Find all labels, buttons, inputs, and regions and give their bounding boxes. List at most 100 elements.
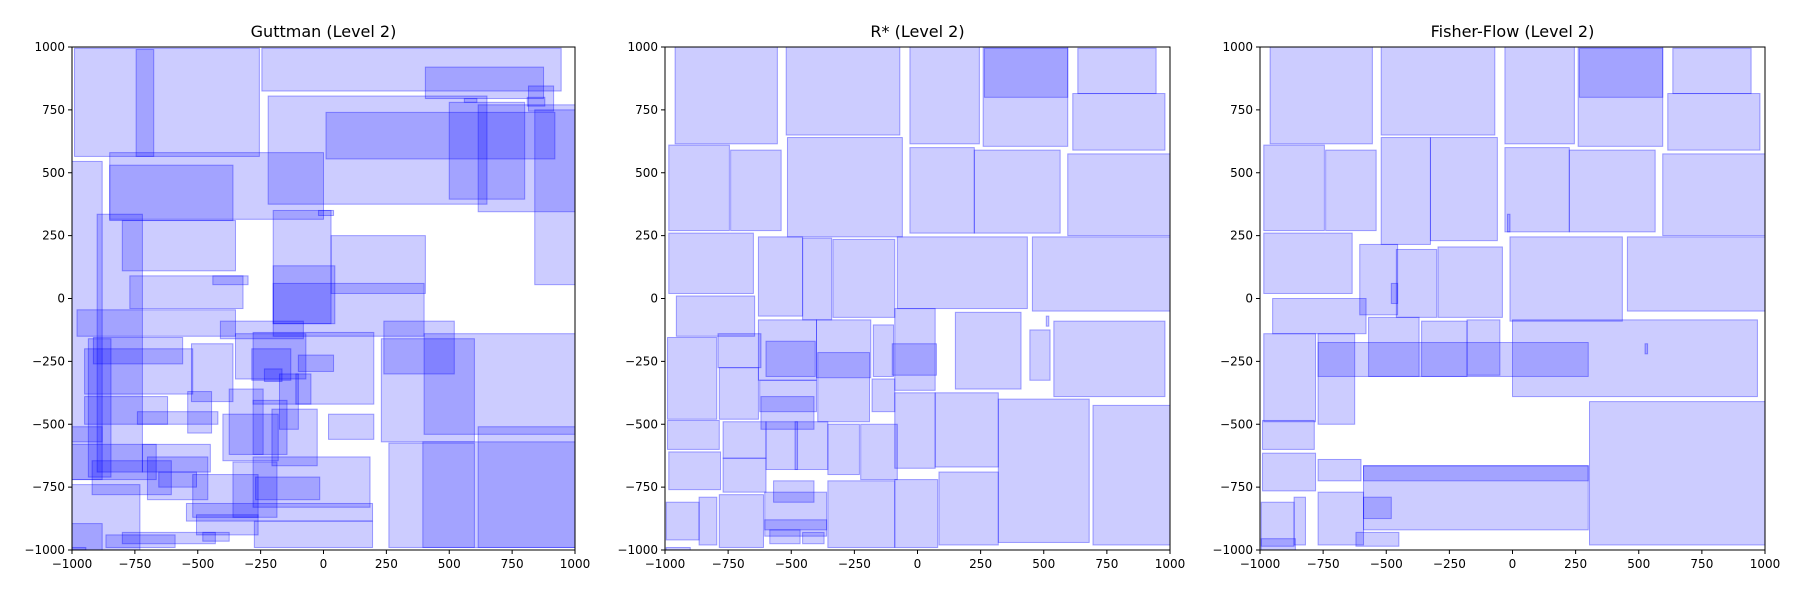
rectangle-mark [827, 480, 896, 548]
rectangle-mark [252, 399, 288, 455]
rectangle-mark [667, 336, 718, 420]
rectangle-mark [1626, 236, 1765, 312]
rectangle-mark [267, 95, 488, 205]
rectangle-mark [1317, 342, 1589, 377]
rectangle-mark [190, 343, 234, 403]
y-tick-label: 750 [1230, 103, 1253, 117]
rectangle-mark [982, 47, 1069, 147]
rectangle-mark [1667, 93, 1761, 151]
rectangle-mark [1390, 282, 1399, 305]
y-tick-label: 0 [650, 292, 658, 306]
rectangle-mark [871, 378, 896, 413]
rectangle-mark [1077, 47, 1157, 95]
rectangle-mark [219, 320, 304, 340]
rectangle-mark [271, 408, 318, 467]
x-tick-label: 500 [438, 557, 461, 571]
rectangle-mark [141, 443, 211, 473]
rectangle-mark [192, 474, 259, 518]
rectangle-mark [827, 423, 860, 476]
rectangle-mark [997, 398, 1090, 543]
rectangle-mark [1506, 213, 1511, 233]
y-tick-label: −250 [1220, 354, 1253, 368]
x-tick-label: 0 [1509, 557, 1517, 571]
rectangle-mark [1260, 538, 1296, 550]
rectangle-mark [764, 519, 828, 537]
rectangle-mark [1293, 496, 1306, 546]
rectangle-mark [1317, 333, 1356, 425]
rectangle-mark [84, 348, 194, 395]
rectangle-mark [1272, 298, 1367, 335]
rectangle-mark [891, 343, 937, 376]
rectangle-mark [1577, 47, 1664, 147]
rectangle-mark [954, 311, 1022, 390]
rectangle-mark [297, 354, 335, 372]
rectangle-mark [802, 531, 825, 545]
rectangle-mark [317, 209, 335, 217]
rectangle-mark [1262, 452, 1317, 492]
rectangle-mark [674, 47, 778, 145]
rectangle-mark [105, 534, 176, 548]
y-tick-label: 0 [1245, 292, 1253, 306]
rectangle-mark [1421, 320, 1468, 377]
rectangle-mark [872, 324, 895, 377]
rectangle-mark [1031, 236, 1170, 312]
rectangle-mark [91, 460, 172, 496]
x-axis-ticks: −1000 −750 −500 −250 0 250 500 750 1000 [645, 550, 1185, 571]
rectangle-mark [1672, 47, 1752, 95]
rectangle-mark [794, 421, 829, 471]
rectangle-mark [785, 47, 901, 136]
rectangle-mark [1363, 465, 1589, 482]
y-tick-label: −250 [625, 354, 658, 368]
rectangle-mark [253, 520, 374, 548]
y-tick-label: 750 [635, 103, 658, 117]
rectangle-mark [195, 514, 259, 536]
rectangle-mark [1359, 243, 1399, 316]
rectangle-mark [255, 476, 321, 501]
rectangle-mark [272, 209, 332, 325]
rectangle-marks [72, 47, 575, 550]
x-tick-label: −750 [1307, 557, 1340, 571]
rectangle-mark [769, 529, 801, 545]
rectangle-mark [129, 275, 244, 310]
y-tick-label: 1000 [627, 40, 658, 54]
rectangle-mark [765, 421, 799, 471]
x-tick-label: −500 [181, 557, 214, 571]
rectangle-mark [121, 531, 216, 545]
x-tick-label: −1000 [645, 557, 686, 571]
rectangle-mark [330, 235, 426, 294]
rectangle-mark [158, 471, 198, 488]
rectangle-mark [665, 501, 700, 541]
rectangle-mark [388, 442, 475, 548]
rectangle-mark [722, 457, 767, 493]
rectangle-mark [722, 421, 767, 459]
x-tick-label: 500 [1627, 557, 1650, 571]
rectangle-mark [757, 236, 804, 317]
rectangle-mark [526, 96, 546, 107]
rectangle-mark [973, 149, 1061, 234]
rectangle-marks [665, 47, 1170, 550]
rectangle-mark [121, 220, 236, 272]
rectangle-mark [380, 338, 475, 443]
rectangle-mark [760, 396, 815, 430]
rectangle-mark [527, 85, 555, 112]
y-tick-label: −500 [1220, 417, 1253, 431]
x-tick-label: 250 [375, 557, 398, 571]
rectangle-mark [894, 308, 936, 391]
y-tick-label: 500 [635, 166, 658, 180]
rectangle-mark [765, 340, 816, 377]
rectangle-mark [1429, 137, 1498, 242]
y-tick-label: 250 [1230, 229, 1253, 243]
rectangle-mark [423, 333, 575, 435]
y-axis-ticks: −1000 −750 −500 −250 0 250 500 750 1000 [617, 40, 665, 557]
rectangle-mark [325, 111, 556, 160]
rectangle-mark [1269, 47, 1373, 145]
rectangle-mark [187, 391, 213, 434]
rectangle-mark [718, 367, 759, 420]
rectangle-mark [718, 494, 764, 548]
x-tick-label: −1000 [1240, 557, 1281, 571]
x-tick-label: −500 [1370, 557, 1403, 571]
rectangle-mark [757, 319, 817, 381]
rectangle-mark [817, 352, 871, 423]
rectangle-mark [860, 423, 898, 481]
rectangle-mark [251, 348, 292, 381]
